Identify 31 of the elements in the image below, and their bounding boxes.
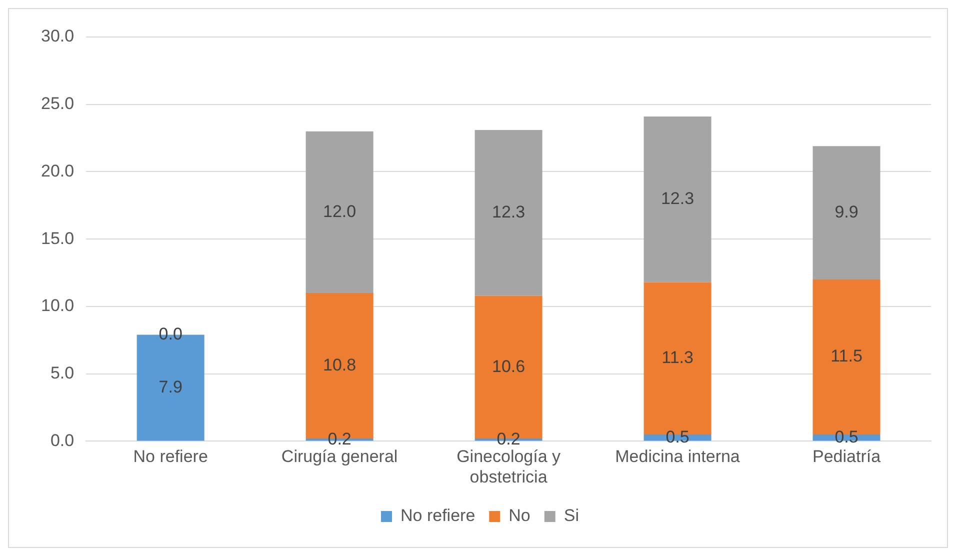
x-tick-label: Pediatría xyxy=(812,447,882,466)
legend-label: No refiere xyxy=(400,506,476,526)
bar xyxy=(306,131,374,293)
data-label: 11.3 xyxy=(662,348,694,368)
data-label: 9.9 xyxy=(834,202,858,222)
x-tick-label: Ginecología y obstetricia xyxy=(456,447,562,486)
y-tick-label: 30.0 xyxy=(40,26,74,46)
legend-label: Si xyxy=(564,506,580,526)
y-tick-label: 25.0 xyxy=(40,94,74,114)
legend-label: No xyxy=(508,506,530,526)
data-label: 12.3 xyxy=(660,189,694,208)
data-label: 7.9 xyxy=(158,377,182,396)
data-label: 0.2 xyxy=(496,429,520,448)
x-tick-label: Cirugía general xyxy=(281,447,398,466)
y-tick-label: 20.0 xyxy=(40,161,74,180)
data-label: 0.0 xyxy=(158,324,182,344)
bar xyxy=(644,116,712,282)
data-label: 10.6 xyxy=(492,356,526,376)
data-label: 12.3 xyxy=(492,202,526,222)
data-label: 12.0 xyxy=(323,202,356,221)
y-tick-label: 0.0 xyxy=(50,430,74,450)
bar xyxy=(812,146,880,280)
y-tick-label: 15.0 xyxy=(40,228,74,248)
y-tick-label: 10.0 xyxy=(40,296,74,316)
x-tick-label: Medicina interna xyxy=(615,447,740,466)
bar xyxy=(474,130,542,296)
data-label: 10.8 xyxy=(323,355,356,374)
data-label: 11.5 xyxy=(830,346,862,366)
y-tick-label: 5.0 xyxy=(50,364,74,383)
data-label: 0.2 xyxy=(328,429,352,448)
x-tick-label: No refiere xyxy=(133,447,208,466)
